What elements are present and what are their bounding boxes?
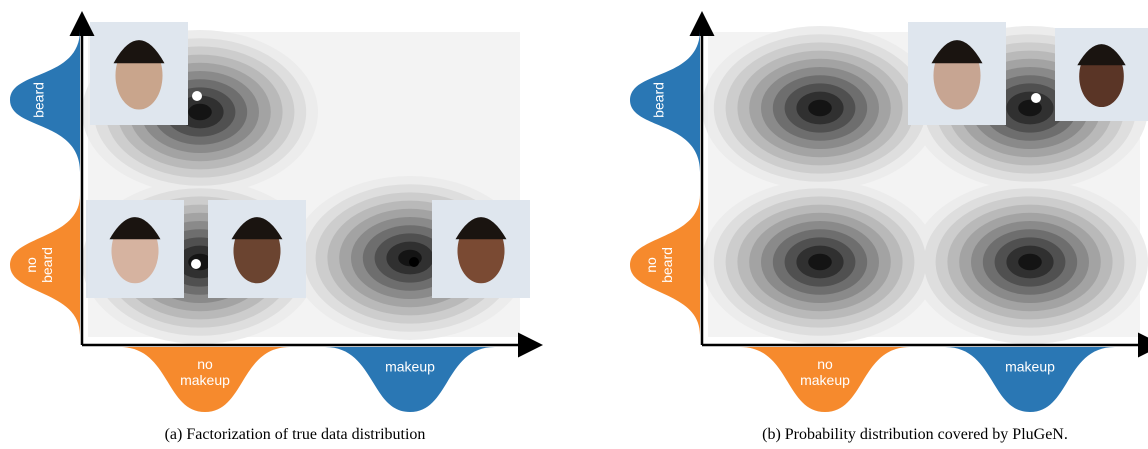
makeup-bump <box>945 347 1115 412</box>
density-contour <box>808 254 832 270</box>
no-makeup-label-line: no <box>197 356 213 372</box>
no-makeup-label-line: no <box>817 356 833 372</box>
no-beard-label-line: no <box>643 257 659 273</box>
figure: beardnobeardnomakeupmakeup(a) Factorizat… <box>0 0 1148 449</box>
no-makeup-label-line: makeup <box>800 372 850 388</box>
no-beard-label-line: no <box>23 257 39 273</box>
makeup-label: makeup <box>385 359 435 375</box>
beard-label: beard <box>651 82 667 118</box>
marker-dot <box>191 259 201 269</box>
no-beard-label-line: beard <box>659 247 675 283</box>
caption: (b) Probability distribution covered by … <box>762 426 1068 443</box>
no-makeup-label-line: makeup <box>180 372 230 388</box>
makeup-bump <box>325 347 495 412</box>
marker-dot <box>1031 93 1041 103</box>
makeup-label: makeup <box>1005 359 1055 375</box>
marker-dot <box>192 91 202 101</box>
density-contour <box>188 104 212 120</box>
caption: (a) Factorization of true data distribut… <box>165 426 426 443</box>
no-beard-label-line: beard <box>39 247 55 283</box>
density-contour <box>1018 254 1042 270</box>
marker-dot <box>409 257 419 267</box>
density-contour <box>808 100 832 116</box>
beard-label: beard <box>31 82 47 118</box>
